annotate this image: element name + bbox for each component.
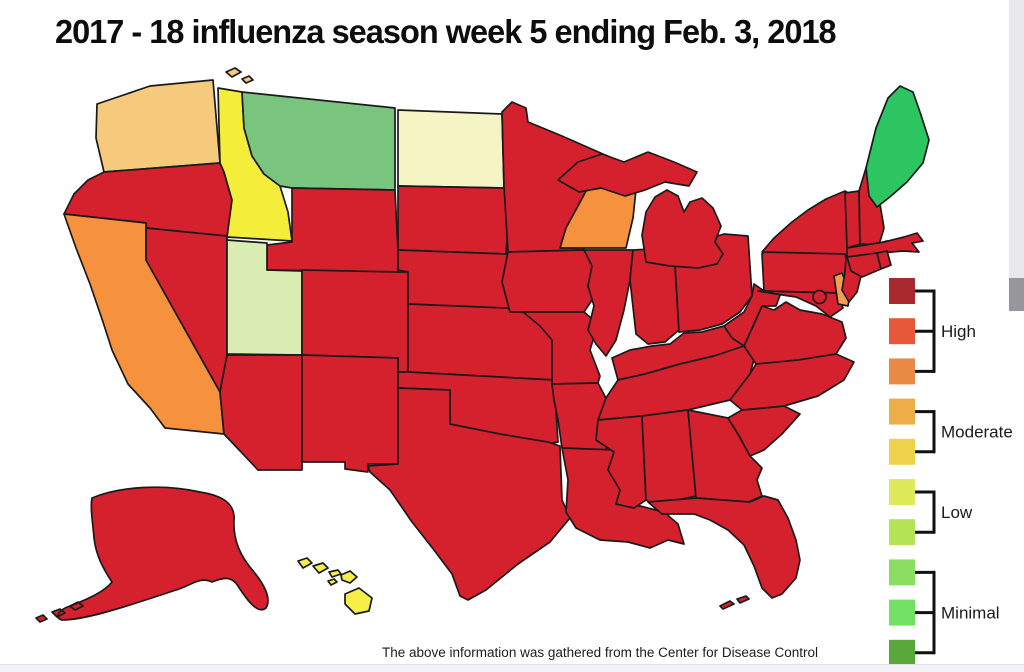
state-mi: [557, 151, 724, 269]
state-nm: [301, 354, 399, 473]
legend-swatch-high-1: [889, 318, 915, 345]
state-me: [865, 85, 930, 208]
legend-swatch-minimal-2: [889, 639, 915, 666]
state-al: [641, 409, 697, 513]
state-tx: [367, 387, 571, 601]
legend-swatch-high-0: [889, 278, 915, 304]
legend-swatch-low-1: [889, 519, 915, 546]
legend-swatch-moderate-1: [889, 438, 915, 465]
legend-swatch-minimal-0: [889, 559, 915, 586]
state-ia: [501, 249, 598, 313]
state-vt: [844, 190, 861, 249]
legend-label-high: High: [941, 322, 976, 341]
legend-label-minimal: Minimal: [941, 604, 1000, 623]
page-title: 2017 - 18 influenza season week 5 ending…: [55, 13, 837, 50]
scrollbar-thumb[interactable]: [1009, 278, 1024, 311]
state-mt: [241, 91, 396, 191]
state-nd: [397, 109, 505, 189]
page-bottom-strip: [0, 664, 1024, 672]
attribution-caption: The above information was gathered from …: [382, 645, 818, 660]
legend-swatch-high-2: [889, 358, 915, 385]
legend-swatch-moderate-0: [889, 398, 915, 425]
state-sd: [397, 185, 511, 255]
legend-swatch-low-0: [889, 479, 915, 505]
state-dc: [812, 289, 827, 305]
state-fl: [647, 495, 801, 610]
state-ri: [876, 250, 892, 270]
legend-label-moderate: Moderate: [941, 423, 1013, 442]
legend-label-low: Low: [941, 503, 973, 522]
state-nc: [729, 353, 855, 411]
state-ak: [35, 486, 269, 623]
state-hi: [297, 557, 373, 615]
legend: High Moderate Low Minimal: [889, 278, 1013, 666]
state-ct: [846, 252, 882, 278]
legend-swatch-minimal-1: [889, 599, 915, 626]
scrollbar-track[interactable]: [1009, 0, 1024, 278]
state-az: [219, 354, 303, 471]
